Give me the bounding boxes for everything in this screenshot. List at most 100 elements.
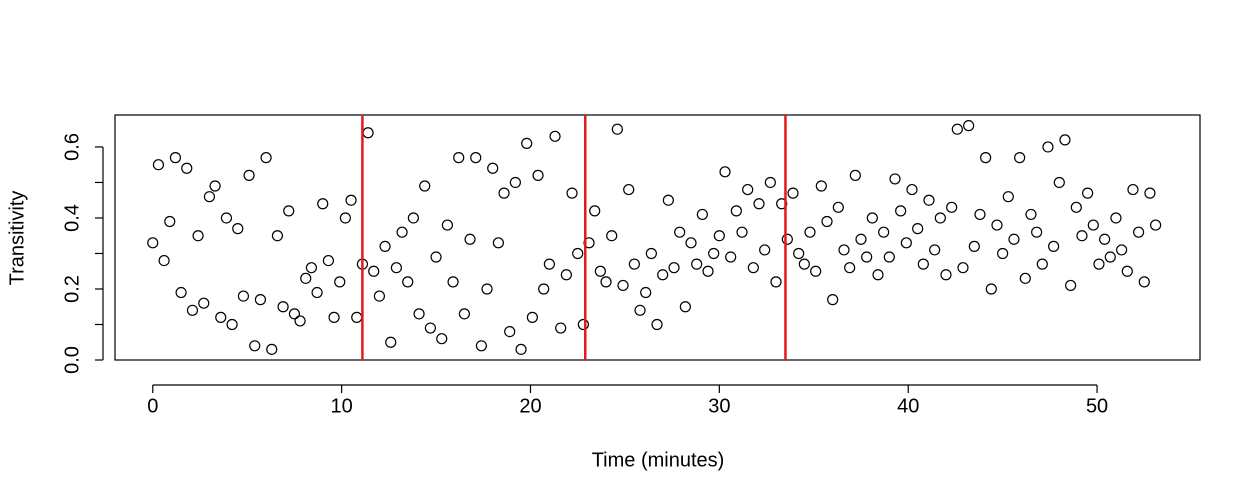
point — [515, 343, 527, 355]
point — [555, 322, 567, 334]
point — [305, 262, 318, 274]
point — [623, 183, 635, 196]
point — [498, 187, 510, 199]
point — [249, 340, 261, 352]
point — [226, 318, 238, 331]
point — [628, 258, 640, 270]
point — [288, 308, 301, 320]
y-tick-label: 0.2 — [61, 275, 83, 303]
point — [1093, 258, 1105, 270]
point — [526, 311, 538, 323]
point — [1116, 244, 1128, 256]
point — [906, 183, 918, 196]
point — [504, 325, 516, 338]
point — [1133, 226, 1145, 238]
point — [1127, 183, 1139, 196]
point — [889, 173, 901, 185]
point — [1076, 230, 1088, 242]
point — [470, 152, 482, 164]
x-tick-label: 20 — [519, 395, 541, 417]
point — [475, 340, 487, 352]
point — [560, 269, 572, 281]
point — [617, 279, 629, 292]
point — [543, 258, 555, 270]
point — [424, 322, 436, 334]
point — [957, 262, 969, 274]
point — [1048, 240, 1060, 252]
point — [1019, 272, 1031, 284]
point — [385, 336, 397, 348]
point — [821, 215, 833, 228]
point — [651, 318, 663, 331]
point — [900, 237, 912, 249]
point — [419, 180, 431, 192]
point — [464, 233, 476, 245]
point — [1065, 279, 1077, 292]
point — [572, 247, 584, 260]
point — [878, 226, 890, 238]
point — [702, 265, 714, 277]
point — [1082, 187, 1094, 199]
point — [181, 162, 193, 174]
point — [963, 120, 975, 132]
point — [271, 230, 284, 242]
point — [1025, 208, 1037, 221]
point — [691, 258, 703, 270]
point — [147, 237, 159, 249]
point — [1014, 152, 1026, 164]
point — [764, 176, 776, 189]
point — [810, 265, 822, 277]
point — [1110, 212, 1122, 224]
point — [237, 290, 250, 302]
point — [844, 262, 856, 274]
point — [396, 226, 408, 238]
point — [436, 333, 448, 345]
point — [447, 276, 459, 288]
point — [600, 276, 612, 288]
point — [243, 169, 255, 181]
point — [974, 208, 986, 221]
point — [968, 240, 980, 252]
point — [158, 254, 170, 267]
point — [912, 223, 924, 235]
point — [566, 187, 578, 199]
point — [991, 219, 1003, 231]
point — [951, 123, 963, 135]
point — [521, 137, 533, 150]
point — [719, 166, 731, 178]
point — [634, 304, 646, 316]
point — [577, 318, 589, 331]
point — [164, 215, 176, 228]
point — [713, 230, 725, 242]
point — [1121, 265, 1133, 277]
point — [198, 297, 210, 309]
point — [1150, 219, 1162, 231]
point — [934, 212, 946, 224]
point — [685, 237, 697, 249]
point — [781, 233, 793, 245]
point — [742, 183, 754, 196]
point — [152, 159, 165, 171]
point — [640, 286, 652, 299]
point — [929, 244, 941, 256]
point — [362, 127, 374, 139]
point — [266, 343, 278, 355]
y-axis-label: Transitivity — [6, 191, 28, 286]
point — [368, 265, 380, 277]
point — [339, 212, 352, 224]
point — [1104, 251, 1116, 263]
point — [1002, 191, 1014, 203]
point — [804, 226, 816, 238]
point — [481, 283, 493, 295]
point — [294, 315, 306, 327]
x-tick-label: 30 — [708, 395, 730, 417]
point — [317, 198, 329, 210]
point — [1144, 187, 1156, 199]
point — [940, 269, 952, 281]
point — [611, 123, 623, 135]
point — [736, 226, 748, 238]
point — [407, 212, 419, 224]
point — [662, 194, 674, 206]
